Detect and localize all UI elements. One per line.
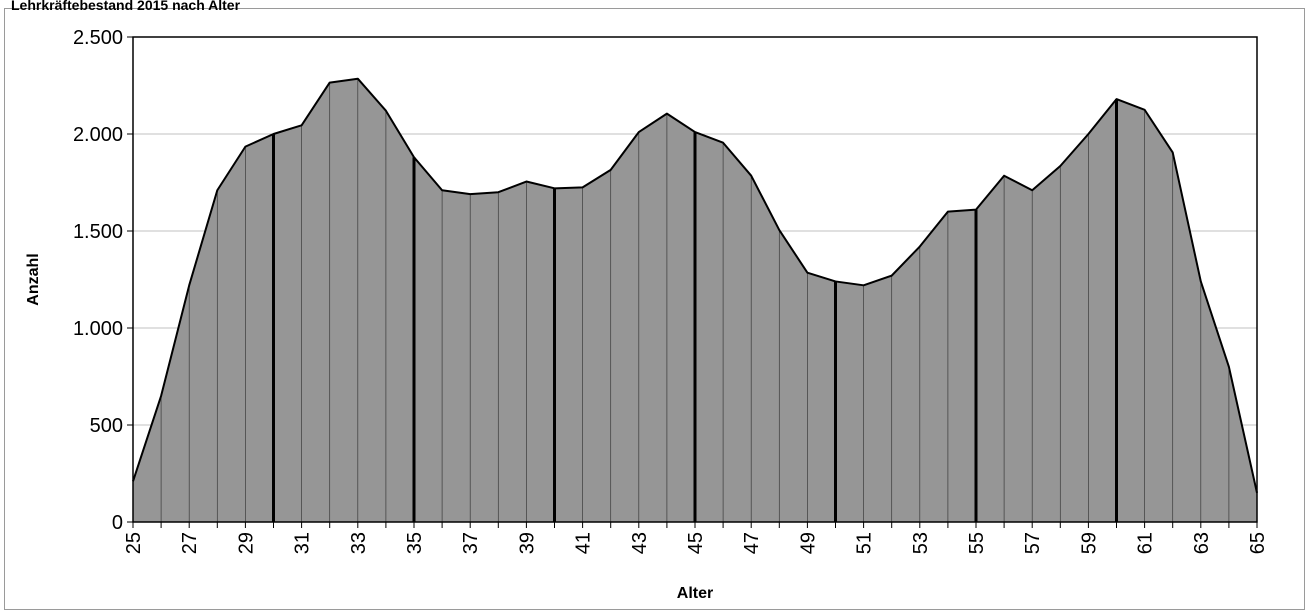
x-tick-label: 39 <box>516 532 538 554</box>
y-tick-labels: 0 500 1.000 1.500 2.000 2.500 <box>73 27 133 534</box>
x-tick-label: 49 <box>797 532 819 554</box>
x-tick-label: 37 <box>460 532 482 554</box>
x-tick-label: 57 <box>1022 532 1044 554</box>
x-tick-label: 25 <box>123 532 145 554</box>
age-dividers <box>272 99 1118 522</box>
chart-title: Lehrkräftebestand 2015 nach Alter <box>11 0 241 13</box>
y-tick-label: 500 <box>90 415 123 437</box>
x-tick-label: 65 <box>1247 532 1269 554</box>
x-tick-label: 55 <box>966 532 988 554</box>
x-tick-label: 53 <box>910 532 932 554</box>
x-tick-label: 63 <box>1191 532 1213 554</box>
x-tick-label: 61 <box>1135 532 1157 554</box>
y-axis-label: Anzahl <box>25 253 42 305</box>
x-tick-label: 41 <box>573 532 595 554</box>
x-axis-label: Alter <box>677 585 713 602</box>
x-tick-label: 35 <box>404 532 426 554</box>
y-tick-label: 2.000 <box>73 124 123 146</box>
x-tick-label: 45 <box>685 532 707 554</box>
x-tick-label: 31 <box>292 532 314 554</box>
x-tick-label: 59 <box>1078 532 1100 554</box>
x-tick-label: 33 <box>348 532 370 554</box>
x-tick-label: 27 <box>179 532 201 554</box>
x-tick-labels: 25 27 29 31 33 35 37 39 41 43 45 47 49 51 53 55 57 59 61 63… <box>123 522 1269 554</box>
x-tick-label: 51 <box>854 532 876 554</box>
y-tick-label: 1.500 <box>73 221 123 243</box>
x-tick-label: 43 <box>629 532 651 554</box>
y-tick-label: 0 <box>112 512 123 534</box>
y-tick-label: 2.500 <box>73 27 123 49</box>
x-tick-label: 47 <box>741 532 763 554</box>
x-tick-label: 29 <box>235 532 257 554</box>
y-tick-label: 1.000 <box>73 318 123 340</box>
